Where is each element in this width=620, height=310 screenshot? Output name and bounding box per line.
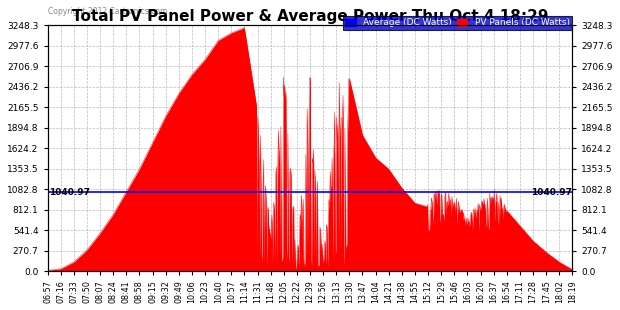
Legend: Average (DC Watts), PV Panels (DC Watts): Average (DC Watts), PV Panels (DC Watts) bbox=[343, 16, 572, 30]
Text: 1040.97: 1040.97 bbox=[49, 188, 90, 197]
Text: 1040.97: 1040.97 bbox=[531, 188, 572, 197]
Text: Copyright 2012 Cartronics.com: Copyright 2012 Cartronics.com bbox=[48, 7, 167, 16]
Title: Total PV Panel Power & Average Power Thu Oct 4 18:29: Total PV Panel Power & Average Power Thu… bbox=[72, 9, 548, 24]
